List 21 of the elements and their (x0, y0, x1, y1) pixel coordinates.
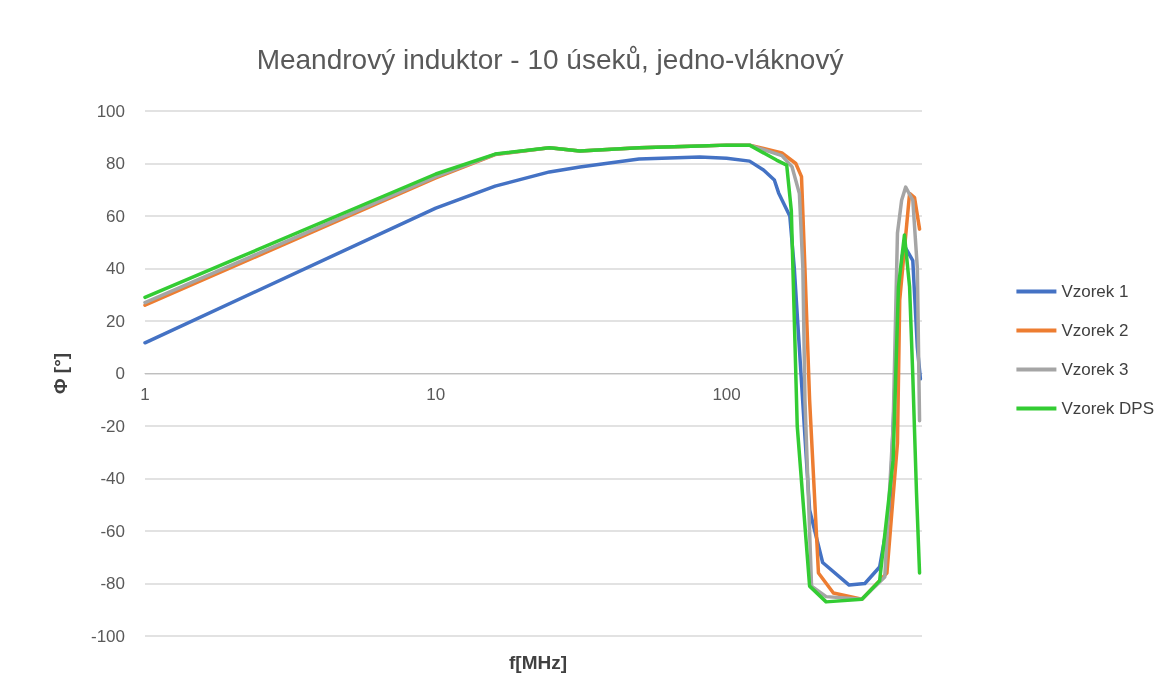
legend-label: Vzorek 2 (1061, 321, 1129, 340)
legend-label: Vzorek 3 (1061, 360, 1129, 379)
x-tick-label: 1 (140, 384, 150, 404)
x-tick-label: 100 (712, 384, 741, 404)
y-tick-label: -60 (100, 521, 125, 541)
y-axis-title: Φ [°] (50, 352, 71, 395)
chart-title: Meandrový induktor - 10 úseků, jedno-vláknový (256, 43, 844, 75)
x-tick-label: 10 (426, 384, 446, 404)
y-tick-label: 100 (96, 101, 125, 121)
legend-label: Vzorek DPS (1061, 399, 1155, 418)
y-tick-label: 0 (115, 364, 125, 383)
x-axis-title: f[MHz] (508, 652, 568, 673)
y-tick-label: 60 (106, 206, 125, 226)
y-tick-label: 80 (106, 154, 125, 173)
y-tick-label: -20 (100, 416, 125, 436)
y-tick-label: -80 (100, 574, 125, 593)
y-tick-label: 40 (106, 259, 125, 278)
legend-label: Vzorek 1 (1061, 282, 1129, 301)
y-tick-label: 20 (106, 311, 125, 331)
y-tick-label: -40 (100, 469, 125, 488)
y-tick-label: -100 (90, 626, 125, 646)
